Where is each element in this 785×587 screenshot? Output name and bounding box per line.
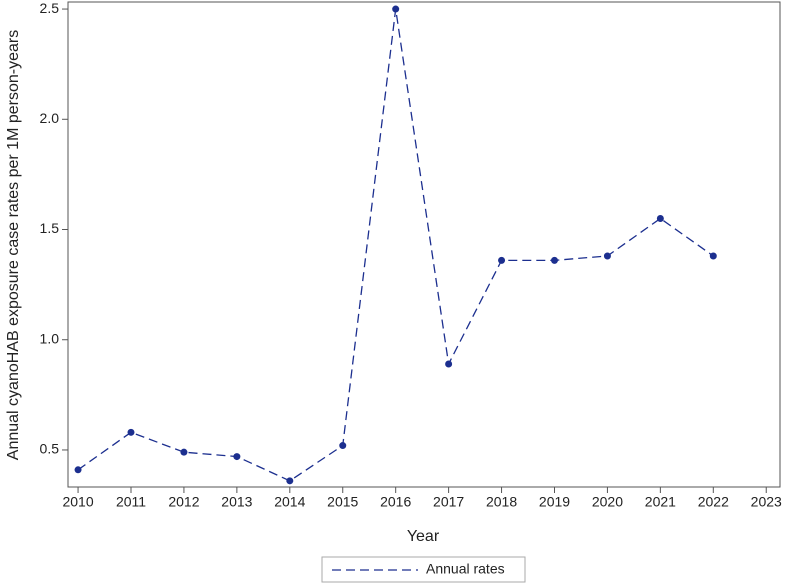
y-tick-label: 0.5	[40, 441, 60, 457]
y-tick-label: 2.5	[40, 0, 60, 16]
x-tick-label: 2012	[168, 494, 199, 510]
data-point	[127, 428, 135, 436]
x-tick-label: 2017	[433, 494, 464, 510]
x-tick-label: 2014	[274, 494, 305, 510]
plot-frame	[67, 1, 781, 488]
x-tick-label: 2013	[221, 494, 252, 510]
x-tick-label: 2021	[645, 494, 676, 510]
data-point	[74, 466, 82, 474]
x-tick-label: 2015	[327, 494, 358, 510]
x-tick-label: 2020	[592, 494, 623, 510]
legend-box	[321, 556, 526, 583]
data-point	[656, 214, 664, 222]
x-tick-label: 2018	[486, 494, 517, 510]
x-tick-label: 2019	[539, 494, 570, 510]
data-point	[233, 453, 241, 461]
x-tick-label: 2022	[698, 494, 729, 510]
y-tick-label: 1.5	[40, 220, 60, 236]
data-point	[709, 252, 717, 260]
data-point	[550, 256, 558, 264]
data-point	[445, 360, 453, 368]
x-tick-label: 2023	[751, 494, 782, 510]
data-point	[180, 448, 188, 456]
data-point	[339, 442, 347, 450]
legend-label: Annual rates	[426, 561, 505, 577]
data-point	[498, 256, 506, 264]
x-tick-label: 2011	[116, 494, 146, 510]
x-axis-label: Year	[407, 528, 440, 545]
x-tick-label: 2016	[380, 494, 411, 510]
x-tick-label: 2010	[62, 494, 93, 510]
data-point	[392, 5, 400, 13]
y-axis-label: Annual cyanoHAB exposure case rates per …	[5, 30, 22, 460]
data-point	[603, 252, 611, 260]
y-tick-label: 2.0	[40, 110, 60, 126]
y-tick-label: 1.0	[40, 330, 60, 346]
data-point	[286, 477, 294, 485]
series-line	[77, 8, 714, 482]
